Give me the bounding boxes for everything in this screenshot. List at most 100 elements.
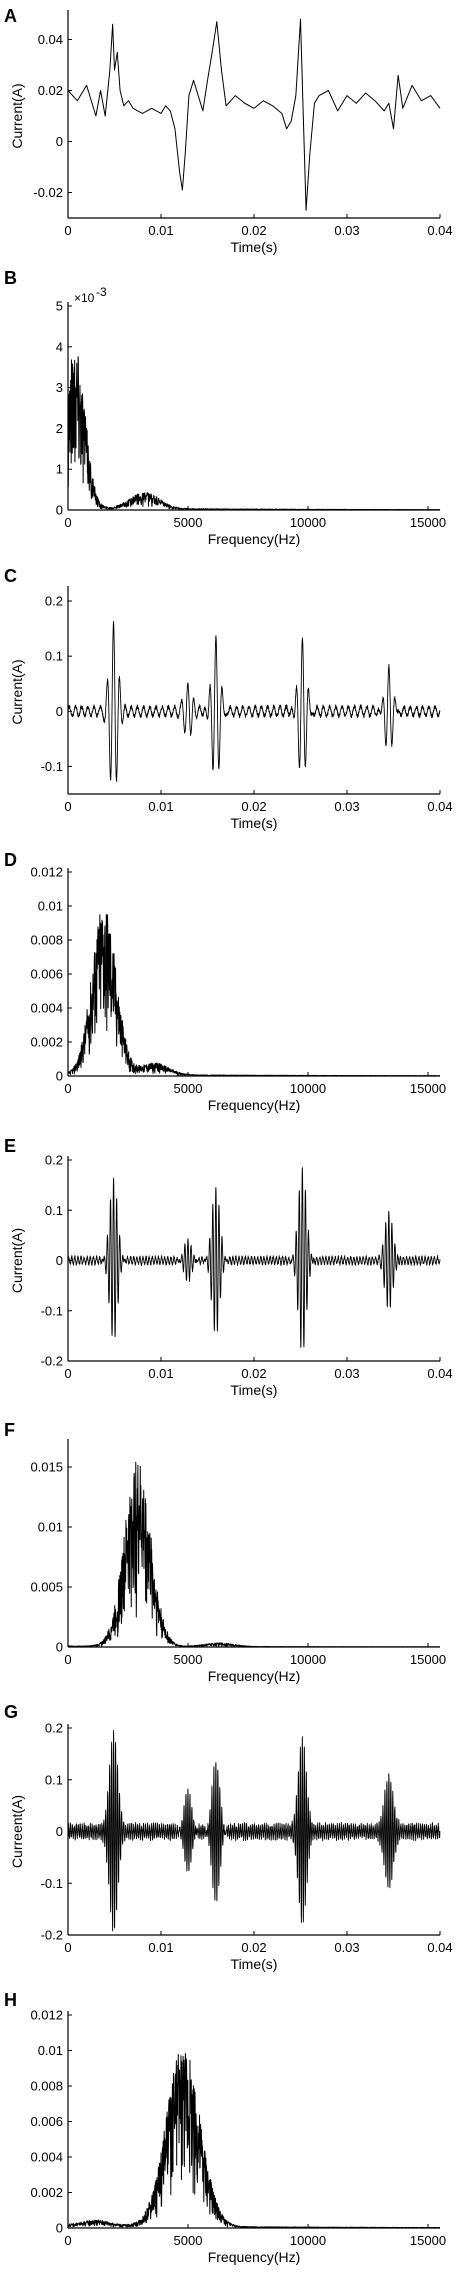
x-tick-label: 0.02 bbox=[241, 799, 266, 814]
x-tick-label: 0 bbox=[64, 1081, 71, 1096]
series-line bbox=[67, 914, 441, 1077]
x-tick-label: 0.02 bbox=[241, 1940, 266, 1955]
x-tick-label: 0.01 bbox=[148, 223, 173, 238]
x-tick-label: 0.04 bbox=[427, 799, 452, 814]
x-axis-title: Time(s) bbox=[231, 815, 278, 831]
y-tick-label: 0 bbox=[56, 1640, 63, 1655]
y-tick-label: 0.1 bbox=[45, 1203, 63, 1218]
x-tick-label: 0.02 bbox=[241, 223, 266, 238]
y-tick-label: 0.002 bbox=[30, 2185, 63, 2200]
y-tick-label: -0.02 bbox=[33, 185, 63, 200]
panel-letter: B bbox=[4, 268, 17, 288]
y-multiplier-exponent: -3 bbox=[96, 285, 107, 299]
x-tick-label: 0 bbox=[64, 799, 71, 814]
x-axis-title: Time(s) bbox=[231, 1956, 278, 1972]
x-tick-label: 5000 bbox=[174, 2233, 203, 2248]
y-tick-label: 0.005 bbox=[30, 1580, 63, 1595]
y-tick-label: 0.2 bbox=[45, 1721, 63, 1736]
panel-letter: F bbox=[4, 1420, 15, 1440]
series-line bbox=[67, 356, 441, 511]
y-tick-label: 0.002 bbox=[30, 1035, 63, 1050]
y-tick-label: 0.012 bbox=[30, 865, 63, 880]
x-tick-label: 0.03 bbox=[334, 223, 359, 238]
y-tick-label: 0.1 bbox=[45, 649, 63, 664]
series-line bbox=[67, 1729, 441, 1932]
x-axis-title: Time(s) bbox=[231, 239, 278, 255]
chart-panel-b: B 0 5000 10000 15000 0 1 2 3 4 5 Frequency(Hz) ×10 -3 bbox=[4, 268, 446, 547]
x-tick-label: 0.01 bbox=[148, 799, 173, 814]
series-line bbox=[67, 620, 441, 782]
chart-panel-g: G 0 0.01 0.02 0.03 0.04 -0.2 -0.1 0 0.1 0.2 Time(s)… bbox=[4, 1702, 453, 1972]
x-tick-label: 5000 bbox=[174, 515, 203, 530]
x-tick-label: 0 bbox=[64, 1652, 71, 1667]
panel-letter: D bbox=[4, 850, 17, 870]
x-tick-label: 0.03 bbox=[334, 1366, 359, 1381]
panel-letter: A bbox=[4, 6, 17, 26]
series-line bbox=[67, 1461, 441, 1648]
y-tick-label: 0.01 bbox=[38, 1520, 63, 1535]
series-line bbox=[67, 2052, 441, 2229]
x-axis-title: Frequency(Hz) bbox=[208, 2249, 301, 2265]
chart-panel-e: E 0 0.01 0.02 0.03 0.04 -0.2 -0.1 0 0.1 0.2 Time(s)… bbox=[4, 1136, 453, 1398]
y-tick-label: 3 bbox=[56, 380, 63, 395]
y-tick-label: -0.2 bbox=[41, 1354, 63, 1369]
y-tick-label: 0 bbox=[56, 704, 63, 719]
y-tick-label: -0.1 bbox=[41, 1303, 63, 1318]
x-tick-label: 10000 bbox=[290, 1652, 326, 1667]
x-tick-label: 0.04 bbox=[427, 223, 452, 238]
y-tick-label: -0.2 bbox=[41, 1928, 63, 1943]
y-tick-label: 0.01 bbox=[38, 899, 63, 914]
y-axis-title: Current(A) bbox=[9, 659, 25, 724]
chart-panel-c: C 0 0.01 0.02 0.03 0.04 -0.1 0 0.1 0.2 Time(s) Curr… bbox=[4, 566, 453, 831]
x-axis-title: Frequency(Hz) bbox=[208, 531, 301, 547]
y-axis-title: Current(A) bbox=[9, 1228, 25, 1293]
y-tick-label: 0.02 bbox=[38, 83, 63, 98]
x-tick-label: 0 bbox=[64, 515, 71, 530]
x-tick-label: 0 bbox=[64, 1366, 71, 1381]
y-tick-label: 0.004 bbox=[30, 2150, 63, 2165]
x-tick-label: 0.01 bbox=[148, 1366, 173, 1381]
x-tick-label: 15000 bbox=[410, 1652, 446, 1667]
y-tick-label: 0.015 bbox=[30, 1460, 63, 1475]
panel-letter: G bbox=[4, 1702, 18, 1722]
y-tick-label: 0.1 bbox=[45, 1772, 63, 1787]
series-line bbox=[67, 18, 441, 211]
y-axis-title: Current(A) bbox=[9, 83, 25, 148]
x-tick-label: 15000 bbox=[410, 515, 446, 530]
y-tick-label: 0.04 bbox=[38, 32, 63, 47]
y-tick-label: -0.1 bbox=[41, 759, 63, 774]
y-tick-label: 5 bbox=[56, 299, 63, 314]
series-line bbox=[67, 1167, 441, 1348]
y-tick-label: 0 bbox=[56, 503, 63, 518]
y-axis-title: Curreent(A) bbox=[9, 1795, 25, 1868]
y-multiplier-label: ×10 bbox=[74, 291, 95, 305]
y-tick-label: 0.2 bbox=[45, 594, 63, 609]
y-tick-label: 0.008 bbox=[30, 933, 63, 948]
panel-letter: H bbox=[4, 1990, 17, 2010]
x-axis-title: Frequency(Hz) bbox=[208, 1097, 301, 1113]
x-tick-label: 0.04 bbox=[427, 1366, 452, 1381]
x-tick-label: 10000 bbox=[290, 515, 326, 530]
x-tick-label: 10000 bbox=[290, 1081, 326, 1096]
y-tick-label: 0.006 bbox=[30, 967, 63, 982]
x-tick-label: 0 bbox=[64, 2233, 71, 2248]
x-tick-label: 0.01 bbox=[148, 1940, 173, 1955]
y-tick-label: 0 bbox=[56, 1824, 63, 1839]
x-tick-label: 15000 bbox=[410, 1081, 446, 1096]
y-tick-label: 0.004 bbox=[30, 1001, 63, 1016]
y-tick-label: 0.012 bbox=[30, 2008, 63, 2023]
y-tick-label: 0.2 bbox=[45, 1153, 63, 1168]
x-tick-label: 5000 bbox=[174, 1081, 203, 1096]
chart-panel-d: D 0 5000 10000 15000 0 0.002 0.004 0.006 0.008 0.0… bbox=[4, 850, 446, 1113]
x-tick-label: 15000 bbox=[410, 2233, 446, 2248]
x-tick-label: 0.04 bbox=[427, 1940, 452, 1955]
y-tick-label: 0 bbox=[56, 134, 63, 149]
y-tick-label: 2 bbox=[56, 421, 63, 436]
y-tick-label: -0.1 bbox=[41, 1876, 63, 1891]
x-axis-title: Frequency(Hz) bbox=[208, 1668, 301, 1684]
x-tick-label: 5000 bbox=[174, 1652, 203, 1667]
y-tick-label: 1 bbox=[56, 462, 63, 477]
y-tick-label: 0 bbox=[56, 2221, 63, 2236]
chart-panel-a: A 0 0.01 0.02 0.03 0.04 -0.02 0 0.02 0.04 Time(s) C… bbox=[4, 6, 453, 255]
